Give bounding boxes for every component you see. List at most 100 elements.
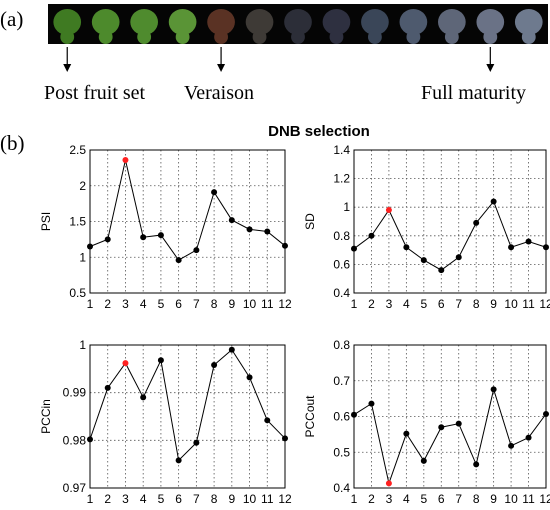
plot-frame xyxy=(353,149,547,294)
x-tick-label: 9 xyxy=(490,297,497,311)
data-point-highlight xyxy=(122,360,129,367)
data-point xyxy=(193,247,200,254)
data-point xyxy=(420,457,427,464)
x-tick-label: 5 xyxy=(158,492,165,506)
x-tick-label: 2 xyxy=(104,297,111,311)
data-point xyxy=(490,386,497,393)
x-tick-label: 9 xyxy=(490,492,497,506)
x-tick-label: 5 xyxy=(420,492,427,506)
data-point xyxy=(140,394,147,401)
data-point xyxy=(403,430,410,437)
grape-bunch-13 xyxy=(514,9,543,44)
grape-bunch-8 xyxy=(322,9,351,44)
data-point xyxy=(157,357,164,364)
x-tick-label: 6 xyxy=(175,492,182,506)
x-tick-label: 6 xyxy=(438,492,445,506)
data-point xyxy=(420,257,427,264)
series-line xyxy=(89,349,286,462)
data-point xyxy=(473,219,480,226)
x-tick-label: 1 xyxy=(351,492,358,506)
x-tick-label: 3 xyxy=(386,297,393,311)
data-point xyxy=(525,434,532,441)
x-tick-label: 9 xyxy=(228,492,235,506)
figure-title: DNB selection xyxy=(268,123,370,140)
y-tick-label: 2.5 xyxy=(69,143,86,157)
grape-bunch-10 xyxy=(399,9,428,44)
y-tick-label: 1 xyxy=(343,200,350,214)
data-point xyxy=(140,234,147,241)
x-tick-label: 12 xyxy=(539,492,550,506)
y-tick-label: 0.6 xyxy=(333,410,350,424)
x-tick-label: 8 xyxy=(473,492,480,506)
y-tick-label: 2 xyxy=(79,179,86,193)
data-point xyxy=(282,435,288,442)
data-point xyxy=(525,238,532,245)
y-tick-label: 0.8 xyxy=(333,229,350,243)
data-point xyxy=(175,457,182,464)
grape-bunch-3 xyxy=(130,9,158,44)
x-tick-label: 11 xyxy=(261,297,274,311)
data-point xyxy=(455,254,462,261)
stage-label-full-maturity: Full maturity xyxy=(421,82,526,104)
x-tick-label: 3 xyxy=(122,492,129,506)
grape-bunch-9 xyxy=(361,9,389,44)
data-point xyxy=(508,244,515,251)
x-tick-label: 5 xyxy=(158,297,165,311)
x-tick-label: 7 xyxy=(193,492,200,506)
y-tick-label: 0.5 xyxy=(69,286,86,300)
x-tick-label: 8 xyxy=(211,492,218,506)
data-point xyxy=(104,236,111,243)
x-tick-label: 9 xyxy=(228,297,235,311)
data-point xyxy=(508,442,515,449)
data-point xyxy=(87,243,93,250)
y-tick-label: 1.5 xyxy=(69,215,86,229)
data-point xyxy=(264,228,271,235)
x-tick-label: 12 xyxy=(278,492,292,506)
grid xyxy=(89,344,286,489)
stage-arrow-1 xyxy=(63,47,72,72)
x-tick-label: 10 xyxy=(243,492,257,506)
plot-frame xyxy=(89,344,286,489)
y-tick-label: 0.6 xyxy=(333,257,350,271)
y-tick-label: 0.99 xyxy=(63,386,87,400)
x-tick-label: 7 xyxy=(193,297,200,311)
y-axis-label: PCCin xyxy=(39,399,53,434)
y-tick-label: 0.98 xyxy=(63,433,87,447)
x-tick-label: 3 xyxy=(122,297,129,311)
series-line xyxy=(89,159,286,261)
x-tick-label: 4 xyxy=(140,297,147,311)
x-tick-label: 12 xyxy=(539,297,550,311)
data-point xyxy=(403,244,410,251)
x-tick-label: 10 xyxy=(504,297,518,311)
x-tick-label: 1 xyxy=(87,297,94,311)
data-point-highlight xyxy=(385,480,392,487)
chart-sd: 1 2 3 4 5 6 7 8 9 10 11 120.40.60.811.21.4SD xyxy=(303,143,550,311)
series-line xyxy=(353,387,547,486)
x-tick-label: 6 xyxy=(175,297,182,311)
x-tick-label: 7 xyxy=(455,492,462,506)
data-point-highlight xyxy=(385,207,392,214)
panel-a-label: (a) xyxy=(0,7,23,31)
x-tick-label: 2 xyxy=(104,492,111,506)
x-tick-label: 10 xyxy=(504,492,518,506)
x-tick-label: 3 xyxy=(386,492,393,506)
data-point xyxy=(543,244,549,251)
stage-arrow-3 xyxy=(486,47,495,72)
data-point xyxy=(543,410,549,417)
grape-bunch-12 xyxy=(476,9,505,44)
y-tick-label: 0.7 xyxy=(333,374,350,388)
grape-bunch-11 xyxy=(438,9,466,44)
data-point xyxy=(438,424,445,431)
data-point xyxy=(157,232,164,239)
stage-label-veraison: Veraison xyxy=(184,82,254,104)
x-tick-label: 4 xyxy=(140,492,147,506)
data-point xyxy=(264,417,271,424)
x-tick-label: 8 xyxy=(473,297,480,311)
data-point xyxy=(175,257,182,264)
x-tick-label: 2 xyxy=(368,492,375,506)
data-point xyxy=(228,346,235,353)
y-tick-label: 0.5 xyxy=(333,445,350,459)
